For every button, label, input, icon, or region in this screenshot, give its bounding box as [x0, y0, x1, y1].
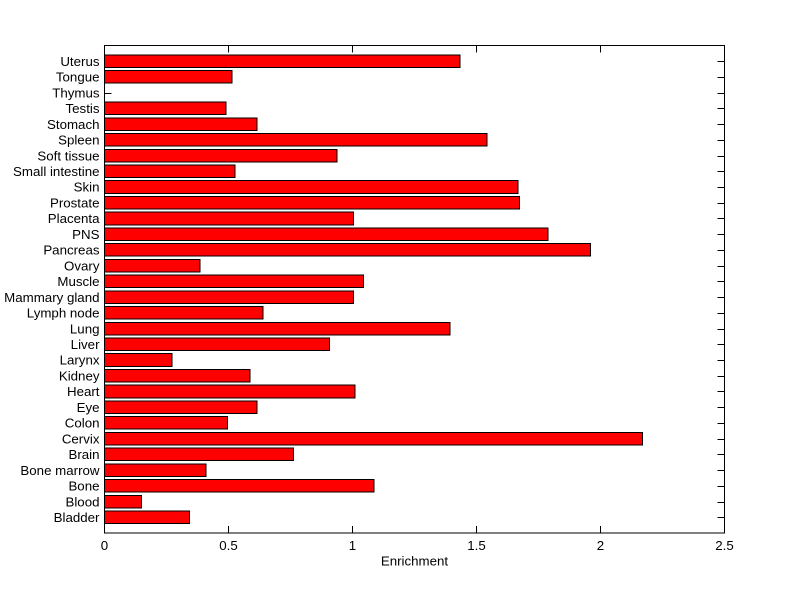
svg-text:Kidney: Kidney [59, 368, 100, 383]
svg-text:Soft tissue: Soft tissue [37, 148, 99, 163]
svg-text:Bone: Bone [68, 479, 99, 494]
svg-text:Bone marrow: Bone marrow [20, 463, 99, 478]
svg-text:Bladder: Bladder [54, 510, 100, 525]
svg-text:2: 2 [597, 538, 604, 553]
svg-text:Placenta: Placenta [48, 211, 100, 226]
svg-text:Thymus: Thymus [52, 85, 100, 100]
svg-text:1.5: 1.5 [467, 538, 486, 553]
svg-text:Eye: Eye [77, 400, 100, 415]
svg-text:0.5: 0.5 [219, 538, 238, 553]
svg-text:Blood: Blood [65, 494, 99, 509]
svg-text:Skin: Skin [74, 180, 100, 195]
svg-text:Heart: Heart [67, 384, 100, 399]
svg-text:Small intestine: Small intestine [13, 164, 99, 179]
svg-text:Muscle: Muscle [57, 274, 99, 289]
svg-text:Lung: Lung [70, 321, 100, 336]
svg-text:Colon: Colon [65, 416, 100, 431]
svg-text:Prostate: Prostate [50, 195, 100, 210]
svg-text:1: 1 [349, 538, 356, 553]
svg-text:Tongue: Tongue [56, 70, 100, 85]
svg-text:Testis: Testis [66, 101, 100, 116]
svg-text:PNS: PNS [72, 227, 99, 242]
svg-text:0: 0 [101, 538, 108, 553]
svg-text:Cervix: Cervix [62, 431, 100, 446]
svg-text:Spleen: Spleen [58, 133, 99, 148]
svg-text:Larynx: Larynx [60, 353, 100, 368]
svg-text:2.5: 2.5 [715, 538, 734, 553]
svg-text:Enrichment: Enrichment [381, 554, 449, 569]
svg-text:Ovary: Ovary [64, 258, 100, 273]
svg-text:Pancreas: Pancreas [43, 243, 100, 258]
svg-text:Mammary gland: Mammary gland [4, 290, 99, 305]
svg-text:Brain: Brain [68, 447, 99, 462]
svg-text:Lymph node: Lymph node [27, 306, 100, 321]
svg-text:Uterus: Uterus [60, 54, 100, 69]
svg-text:Stomach: Stomach [47, 117, 99, 132]
svg-text:Liver: Liver [71, 337, 100, 352]
